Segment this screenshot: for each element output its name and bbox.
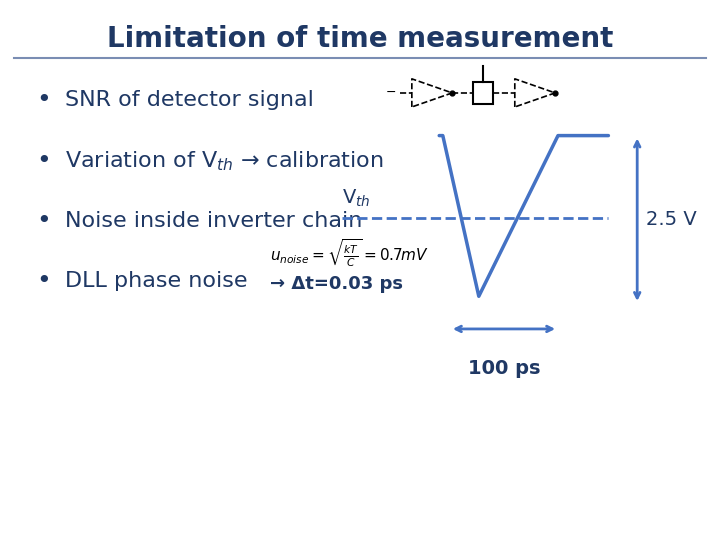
Text: $u_{noise} = \sqrt{\frac{kT}{C}} = 0.7mV$: $u_{noise} = \sqrt{\frac{kT}{C}} = 0.7mV… [270,238,429,269]
Text: 22: 22 [690,515,706,528]
Text: 2.5 V: 2.5 V [646,210,696,229]
Text: •: • [36,209,50,233]
Text: −: − [385,86,396,99]
Text: Workshop on Picosecond Photon Sensors, Clermont-Ferrand: Workshop on Picosecond Photon Sensors, C… [174,515,546,528]
Text: DLL phase noise: DLL phase noise [65,271,247,291]
Text: Noise inside inverter chain: Noise inside inverter chain [65,211,362,231]
Text: 100 ps: 100 ps [468,359,540,378]
Text: → Δt=0.03 ps: → Δt=0.03 ps [270,275,403,293]
Text: Limitation of time measurement: Limitation of time measurement [107,25,613,53]
FancyBboxPatch shape [473,82,493,104]
Text: Variation of V$_{th}$ → calibration: Variation of V$_{th}$ → calibration [65,149,384,172]
Text: •: • [36,269,50,293]
Text: •: • [36,89,50,112]
Text: V$_{th}$: V$_{th}$ [342,188,371,210]
Text: 13 March 2014: 13 March 2014 [14,515,108,528]
Text: SNR of detector signal: SNR of detector signal [65,90,314,111]
Text: •: • [36,148,50,173]
